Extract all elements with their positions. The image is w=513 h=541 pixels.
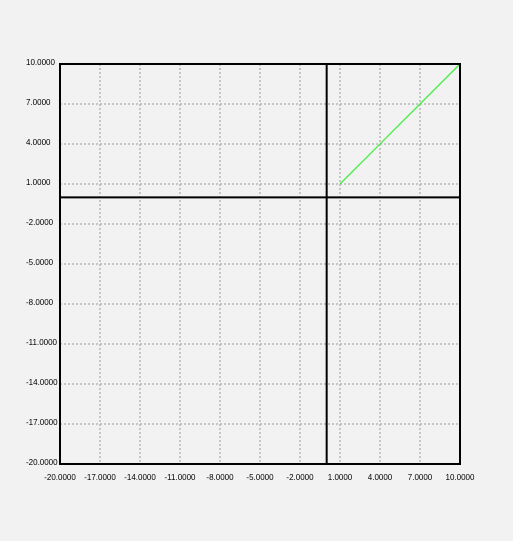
x-tick-label: 7.0000 — [408, 473, 433, 482]
x-tick-label: -8.0000 — [206, 473, 234, 482]
y-tick-label: -8.0000 — [26, 298, 54, 307]
y-tick-label: 10.0000 — [26, 58, 55, 67]
x-tick-label: -5.0000 — [246, 473, 274, 482]
x-tick-label: -14.0000 — [124, 473, 156, 482]
y-tick-label: -11.0000 — [26, 338, 58, 347]
y-tick-label: -5.0000 — [26, 258, 54, 267]
x-tick-label: -11.0000 — [165, 473, 197, 482]
series-lines — [339, 63, 461, 185]
x-tick-label: 10.0000 — [446, 473, 475, 482]
x-tick-label: -2.0000 — [286, 473, 314, 482]
y-tick-label: -20.0000 — [26, 458, 58, 467]
zero-axes — [60, 64, 460, 464]
x-tick-label: 4.0000 — [368, 473, 393, 482]
y-tick-label: -14.0000 — [26, 378, 58, 387]
x-tick-label: -20.0000 — [44, 473, 76, 482]
y-tick-label: -17.0000 — [26, 418, 58, 427]
plot-frame — [59, 63, 461, 465]
grid-lines — [60, 64, 460, 464]
y-tick-label: 4.0000 — [26, 138, 51, 147]
y-tick-label: 1.0000 — [26, 178, 51, 187]
y-tick-label: -2.0000 — [26, 218, 54, 227]
x-tick-labels: -20.0000 -17.0000 -14.0000 -11.0000 -8.0000 -… — [44, 473, 475, 482]
series-line-0 — [339, 63, 461, 185]
y-tick-label: 7.0000 — [26, 98, 51, 107]
x-tick-label: -17.0000 — [84, 473, 116, 482]
x-tick-label: 1.0000 — [328, 473, 353, 482]
y-tick-labels: -20.0000 -17.0000 -14.0000 -11.0000 -8.0000 -… — [26, 58, 58, 467]
